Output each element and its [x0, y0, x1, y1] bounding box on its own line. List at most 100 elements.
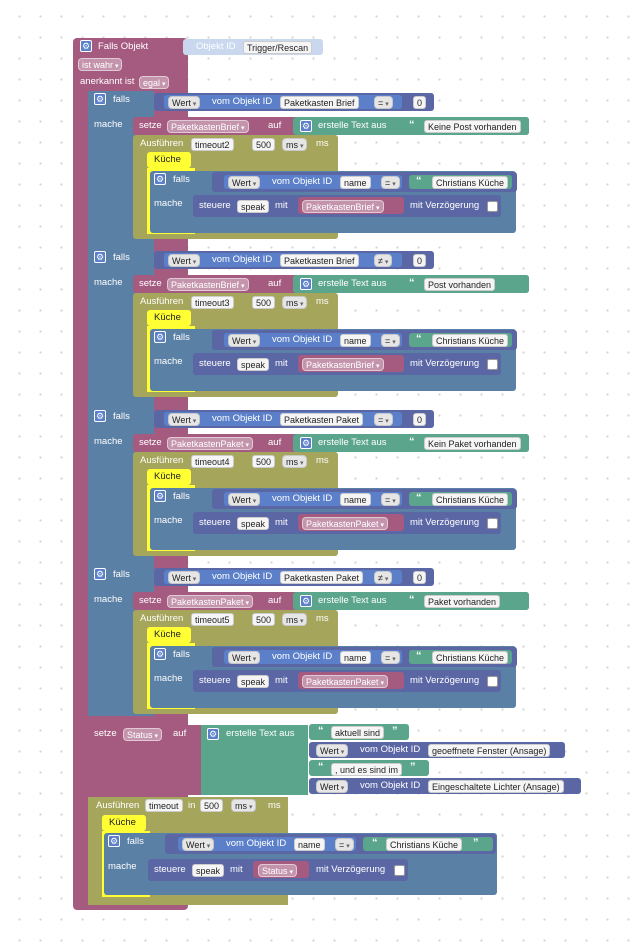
group4-inner-operator-dropdown[interactable]: = — [381, 651, 400, 664]
group3-number-field[interactable]: 0 — [413, 413, 427, 426]
group2-variable-dropdown[interactable]: PaketkastenBrief — [167, 278, 249, 291]
group4-number-field[interactable]: 0 — [413, 571, 427, 584]
final-text-field[interactable]: Christians Küche — [386, 838, 463, 851]
group1-timeout-name[interactable]: timeout2 — [191, 138, 234, 151]
status-variable-dropdown[interactable]: Status — [123, 728, 162, 741]
group2-control-object-field[interactable]: speak — [237, 358, 270, 371]
group4-object-field[interactable]: Paketkasten Paket — [280, 571, 364, 584]
group3-control-variable-dropdown[interactable]: PaketkastenPaket — [302, 517, 389, 530]
group3-inner-object-field[interactable]: name — [340, 493, 371, 506]
group2-value-dropdown[interactable]: Wert — [168, 254, 201, 267]
group4-room-block[interactable] — [147, 627, 191, 643]
group3-timeout-ms[interactable]: 500 — [252, 455, 276, 468]
group2-operator-dropdown[interactable]: ≠ — [374, 254, 393, 267]
group1-number-field[interactable]: 0 — [413, 96, 427, 109]
group2-inner-if-gear-icon[interactable]: ⚙ — [154, 331, 166, 343]
group3-inner-operator-dropdown[interactable]: = — [381, 493, 400, 506]
final-timeout-unit-dropdown[interactable]: ms — [231, 799, 257, 812]
group1-inner-text-field[interactable]: Christians Küche — [432, 176, 509, 189]
group4-inner-object-field[interactable]: name — [340, 651, 371, 664]
group1-timeout-ms[interactable]: 500 — [252, 138, 276, 151]
group2-text-field[interactable]: Post vorhanden — [424, 278, 496, 291]
group3-text-field[interactable]: Kein Paket vorhanden — [424, 437, 521, 450]
group4-inner-value-dropdown[interactable]: Wert — [228, 651, 261, 664]
group2-inner-text-field[interactable]: Christians Küche — [432, 334, 509, 347]
group4-inner-if-gear-icon[interactable]: ⚙ — [154, 648, 166, 660]
ack-dropdown[interactable]: egal — [139, 76, 170, 89]
group2-control-variable-dropdown[interactable]: PaketkastenBrief — [302, 358, 384, 371]
final-control-object-field[interactable]: speak — [192, 864, 225, 877]
group4-variable-dropdown[interactable]: PaketkastenPaket — [167, 595, 254, 608]
group4-timeout-unit-dropdown[interactable]: ms — [282, 613, 308, 626]
group4-timeout-ms[interactable]: 500 — [252, 613, 276, 626]
group1-text-gear-icon[interactable]: ⚙ — [300, 120, 312, 132]
group3-inner-value-dropdown[interactable]: Wert — [228, 493, 261, 506]
delay-checkbox[interactable] — [394, 865, 405, 876]
delay-checkbox[interactable] — [487, 201, 498, 212]
group1-inner-value-dropdown[interactable]: Wert — [228, 176, 261, 189]
group2-if-gear-icon[interactable]: ⚙ — [94, 251, 106, 263]
group4-if-gear-icon[interactable]: ⚙ — [94, 568, 106, 580]
group3-timeout-name[interactable]: timeout4 — [191, 455, 234, 468]
group3-if-gear-icon[interactable]: ⚙ — [94, 410, 106, 422]
group3-operator-dropdown[interactable]: = — [374, 413, 393, 426]
group1-object-field[interactable]: Paketkasten Brief — [280, 96, 359, 109]
group3-control-object-field[interactable]: speak — [237, 517, 270, 530]
group4-text-field[interactable]: Paket vorhanden — [424, 595, 501, 608]
group2-inner-operator-dropdown[interactable]: = — [381, 334, 400, 347]
group1-control-variable-dropdown[interactable]: PaketkastenBrief — [302, 200, 384, 213]
final-object-field[interactable]: name — [294, 838, 325, 851]
group1-room-block[interactable] — [147, 152, 191, 168]
group4-text-gear-icon[interactable]: ⚙ — [300, 595, 312, 607]
group2-inner-object-field[interactable]: name — [340, 334, 371, 347]
group1-variable-dropdown[interactable]: PaketkastenBrief — [167, 120, 249, 133]
group1-inner-object-field[interactable]: name — [340, 176, 371, 189]
group4-inner-text-field[interactable]: Christians Küche — [432, 651, 509, 664]
condition-dropdown[interactable]: ist wahr — [78, 58, 123, 71]
group2-timeout-ms[interactable]: 500 — [252, 296, 276, 309]
group1-if-gear-icon[interactable]: ⚙ — [94, 93, 106, 105]
status-part-4-value-dropdown[interactable]: Wert — [316, 780, 349, 793]
delay-checkbox[interactable] — [487, 359, 498, 370]
trigger-gear-icon[interactable]: ⚙ — [80, 40, 92, 52]
delay-checkbox[interactable] — [487, 518, 498, 529]
group3-value-dropdown[interactable]: Wert — [168, 413, 201, 426]
group3-inner-if-gear-icon[interactable]: ⚙ — [154, 490, 166, 502]
final-if-gear-icon[interactable]: ⚙ — [108, 835, 120, 847]
group2-inner-value-dropdown[interactable]: Wert — [228, 334, 261, 347]
group3-object-field[interactable]: Paketkasten Paket — [280, 413, 364, 426]
group2-object-field[interactable]: Paketkasten Brief — [280, 254, 359, 267]
group3-room-block[interactable] — [147, 469, 191, 485]
group1-operator-dropdown[interactable]: = — [374, 96, 393, 109]
group2-room-block[interactable] — [147, 310, 191, 326]
status-part-3-field[interactable]: , und es sind im — [331, 763, 403, 776]
delay-checkbox[interactable] — [487, 676, 498, 687]
final-value-dropdown[interactable]: Wert — [182, 838, 215, 851]
group1-text-field[interactable]: Keine Post vorhanden — [424, 120, 521, 133]
object-id-value[interactable]: Trigger/Rescan — [243, 41, 313, 54]
group2-number-field[interactable]: 0 — [413, 254, 427, 267]
final-control-variable-dropdown[interactable]: Status — [258, 864, 297, 877]
group1-inner-operator-dropdown[interactable]: = — [381, 176, 400, 189]
group4-operator-dropdown[interactable]: ≠ — [374, 571, 393, 584]
group2-timeout-name[interactable]: timeout3 — [191, 296, 234, 309]
group2-text-gear-icon[interactable]: ⚙ — [300, 278, 312, 290]
final-timeout-ms[interactable]: 500 — [200, 799, 224, 812]
group3-variable-dropdown[interactable]: PaketkastenPaket — [167, 437, 254, 450]
group3-inner-text-field[interactable]: Christians Küche — [432, 493, 509, 506]
group1-inner-if-gear-icon[interactable]: ⚙ — [154, 173, 166, 185]
status-part-2-value-dropdown[interactable]: Wert — [316, 744, 349, 757]
group1-control-object-field[interactable]: speak — [237, 200, 270, 213]
group4-value-dropdown[interactable]: Wert — [168, 571, 201, 584]
group4-control-variable-dropdown[interactable]: PaketkastenPaket — [302, 675, 389, 688]
group1-timeout-unit-dropdown[interactable]: ms — [282, 138, 308, 151]
status-text-gear-icon[interactable]: ⚙ — [207, 728, 219, 740]
group3-text-gear-icon[interactable]: ⚙ — [300, 437, 312, 449]
status-part-1-field[interactable]: aktuell sind — [331, 726, 385, 739]
group1-value-dropdown[interactable]: Wert — [168, 96, 201, 109]
group3-timeout-unit-dropdown[interactable]: ms — [282, 455, 308, 468]
final-operator-dropdown[interactable]: = — [335, 838, 354, 851]
status-part-2-field[interactable]: geoeffnete Fenster (Ansage) — [428, 744, 551, 757]
group2-timeout-unit-dropdown[interactable]: ms — [282, 296, 308, 309]
